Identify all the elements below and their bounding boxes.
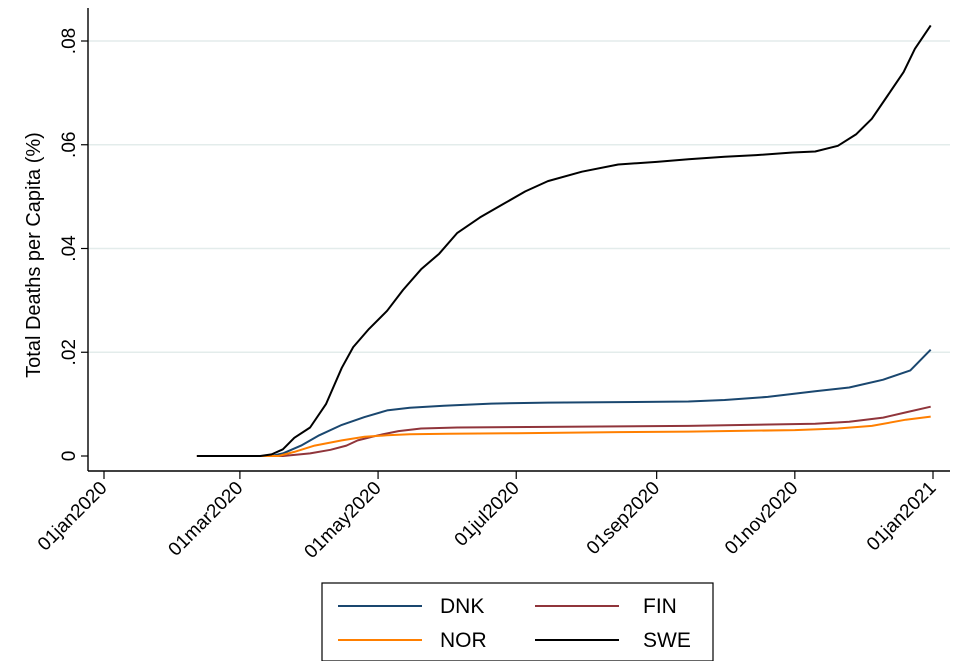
gridlines xyxy=(88,40,950,353)
y-tick-label: 0 xyxy=(59,451,80,462)
series-line-swe xyxy=(196,24,932,457)
series-lines xyxy=(196,24,932,457)
legend-label-swe: SWE xyxy=(643,629,691,652)
axes xyxy=(87,8,950,472)
y-tick-label: .08 xyxy=(59,28,80,54)
legend-box xyxy=(321,582,714,661)
series-line-nor xyxy=(196,415,931,457)
y-axis-title: Total Deaths per Capita (%) xyxy=(23,132,45,378)
y-tick-label: .02 xyxy=(59,339,80,365)
legend-label-dnk: DNK xyxy=(440,595,484,618)
legend: DNK FIN NOR SWE xyxy=(321,582,714,661)
legend-label-fin: FIN xyxy=(643,595,677,618)
legend-label-nor: NOR xyxy=(440,629,487,652)
y-tick-label: .06 xyxy=(59,132,80,158)
series-line-dnk xyxy=(196,348,932,457)
y-ticks: 0 .02 .04 .06 .08 xyxy=(59,28,88,462)
y-tick-label: .04 xyxy=(59,235,80,262)
series-line-fin xyxy=(196,405,931,457)
